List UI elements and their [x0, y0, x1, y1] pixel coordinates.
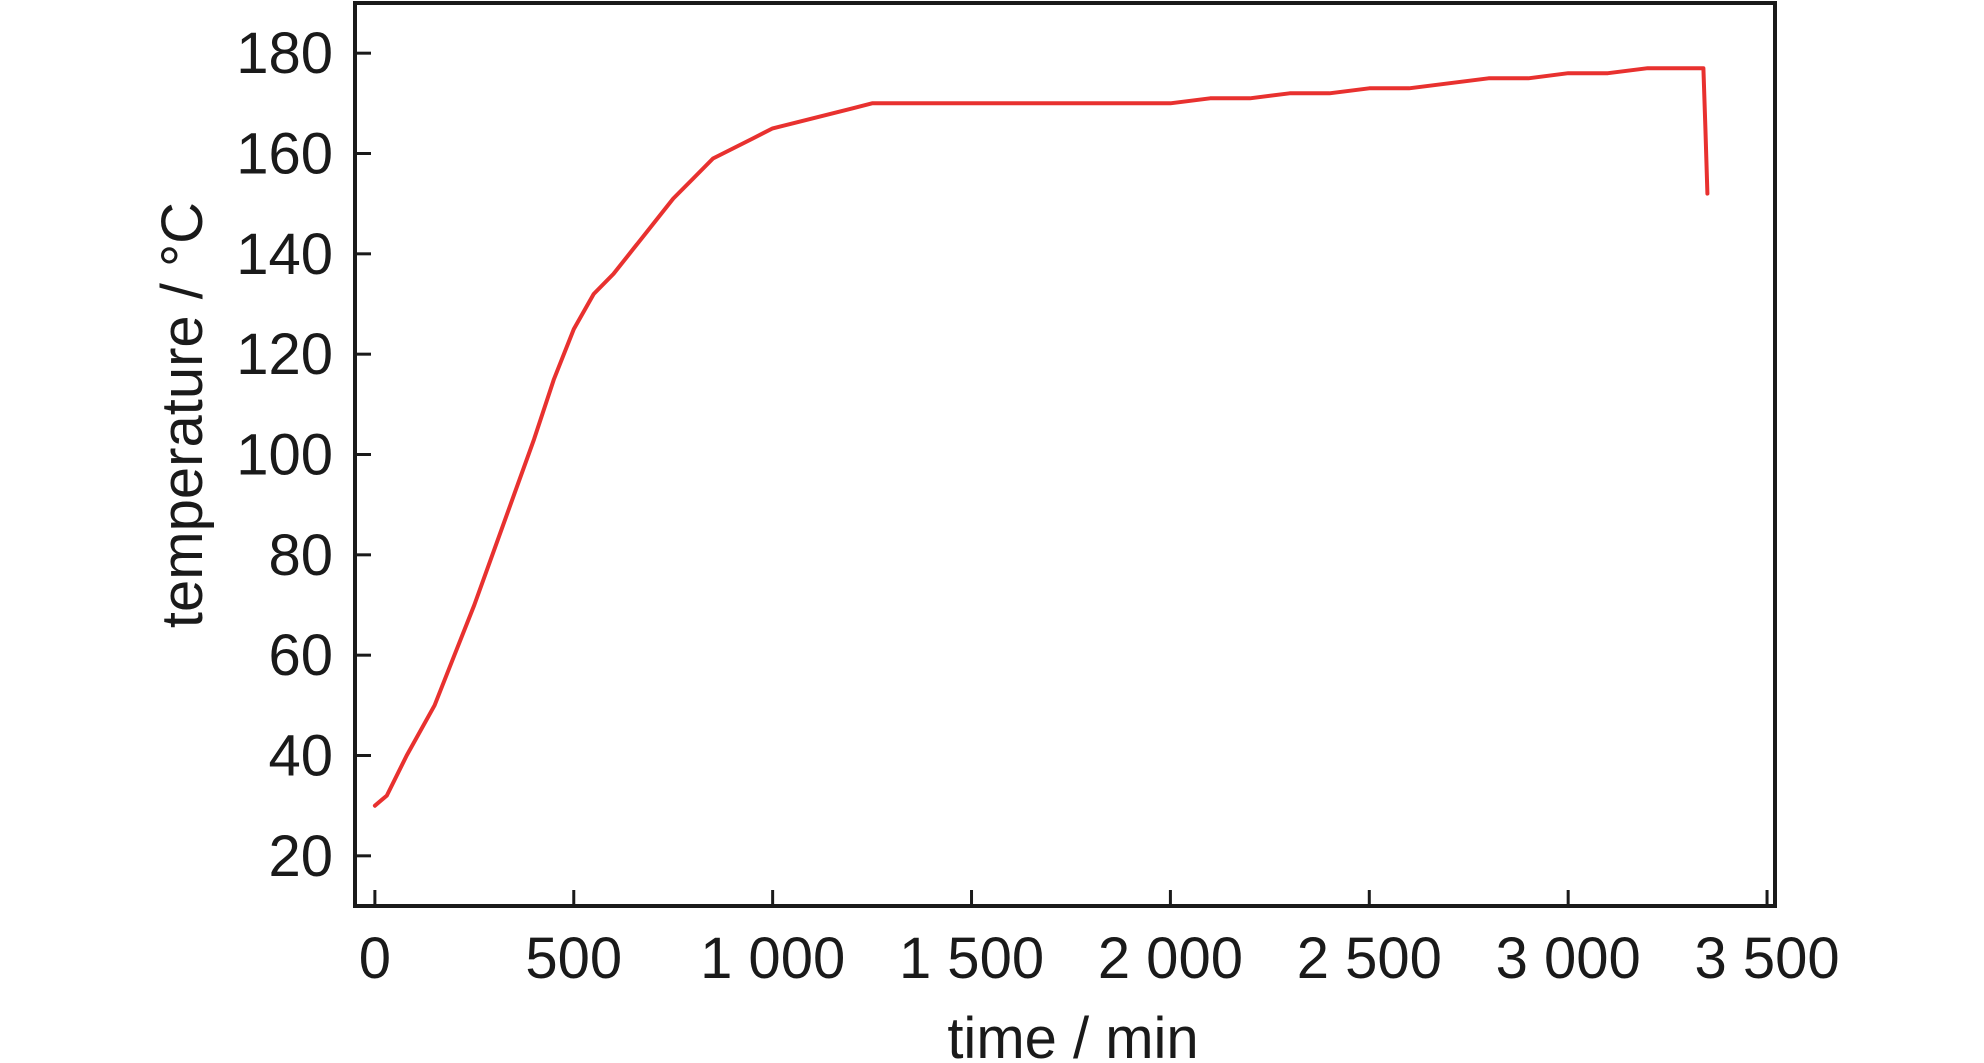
x-tick-label: 3 000 [1496, 926, 1641, 991]
x-tick-label: 500 [525, 926, 622, 991]
series-line [372, 66, 1710, 808]
y-tick-label: 60 [268, 623, 333, 688]
plot-frame [353, 1, 1777, 908]
x-tick-label: 1 000 [700, 926, 845, 991]
y-tick-label: 80 [268, 523, 333, 588]
y-axis-ticks: 20 40 60 80 100 120 140 160 180 [236, 21, 371, 889]
y-tick-label: 160 [236, 122, 333, 187]
y-tick-label: 20 [268, 824, 333, 889]
y-tick-label: 120 [236, 322, 333, 387]
y-axis-label: temperature / °C [150, 202, 215, 628]
x-axis-ticks: 0 500 1 000 1 500 2 000 2 500 3 000 3 500 [359, 890, 1840, 991]
x-tick-label: 1 500 [899, 926, 1044, 991]
x-axis-label: time / min [947, 1006, 1198, 1063]
y-tick-label: 40 [268, 724, 333, 789]
y-tick-label: 180 [236, 21, 333, 86]
x-tick-label: 0 [359, 926, 391, 991]
y-tick-label: 100 [236, 423, 333, 488]
x-tick-label: 3 500 [1694, 926, 1839, 991]
x-tick-label: 2 000 [1098, 926, 1243, 991]
y-tick-label: 140 [236, 222, 333, 287]
x-tick-label: 2 500 [1297, 926, 1442, 991]
